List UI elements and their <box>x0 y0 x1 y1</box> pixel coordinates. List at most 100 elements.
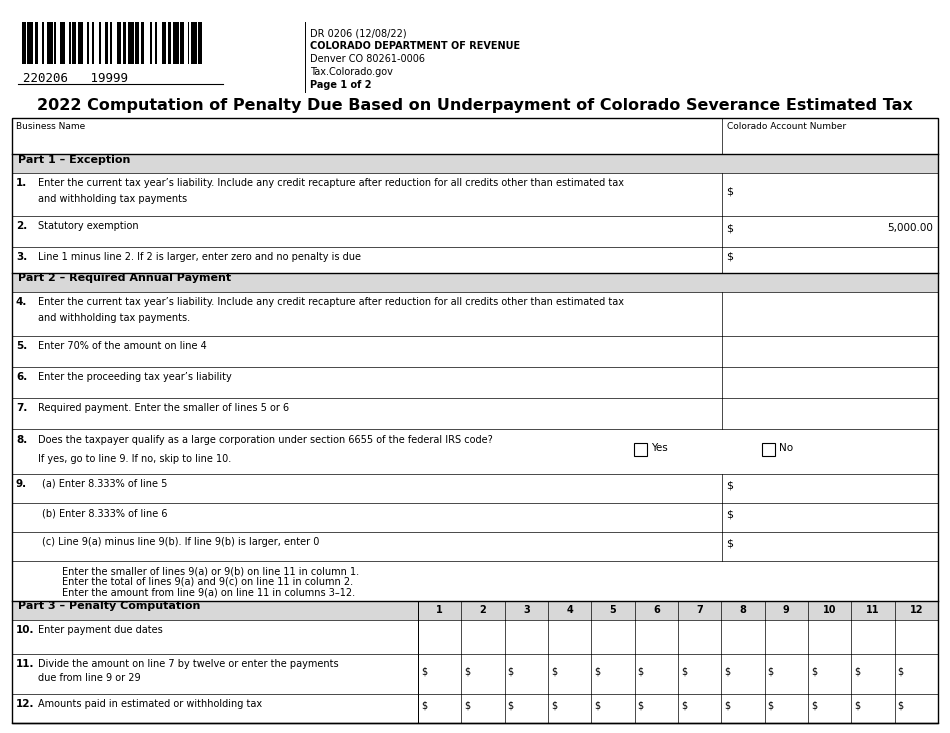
Text: 3.: 3. <box>16 252 28 262</box>
Text: $: $ <box>811 666 817 676</box>
Bar <box>34 22 38 64</box>
Bar <box>118 22 121 64</box>
Bar <box>162 22 166 64</box>
Text: Line 1 minus line 2. If 2 is larger, enter zero and no penalty is due: Line 1 minus line 2. If 2 is larger, ent… <box>38 252 361 262</box>
Text: Part 1 – Exception: Part 1 – Exception <box>18 155 130 164</box>
Text: $: $ <box>768 701 774 710</box>
Bar <box>136 22 139 64</box>
Text: 12: 12 <box>909 605 923 616</box>
Text: $: $ <box>724 666 731 676</box>
Bar <box>92 22 94 64</box>
Text: 2022 Computation of Penalty Due Based on Underpayment of Colorado Severance Esti: 2022 Computation of Penalty Due Based on… <box>37 98 913 113</box>
Text: 6: 6 <box>653 605 659 616</box>
Text: 10.: 10. <box>16 625 34 635</box>
Text: $: $ <box>681 701 687 710</box>
Bar <box>191 22 197 64</box>
Text: $: $ <box>465 666 470 676</box>
Text: $: $ <box>726 480 733 490</box>
Text: $: $ <box>507 701 514 710</box>
Text: Part 2 – Required Annual Payment: Part 2 – Required Annual Payment <box>18 273 231 283</box>
Text: 7: 7 <box>696 605 703 616</box>
Text: Tax.Colorado.gov: Tax.Colorado.gov <box>310 67 393 77</box>
Bar <box>12 273 938 292</box>
Bar <box>173 22 179 64</box>
Text: Page 1 of 2: Page 1 of 2 <box>310 80 371 90</box>
Text: $: $ <box>811 701 817 710</box>
Bar <box>762 443 775 456</box>
Text: $: $ <box>421 666 428 676</box>
Text: $: $ <box>637 701 644 710</box>
Text: $: $ <box>898 701 903 710</box>
Text: $: $ <box>726 224 733 233</box>
Bar <box>100 22 102 64</box>
Text: $: $ <box>768 666 774 676</box>
Text: 3: 3 <box>522 605 530 616</box>
Bar <box>634 443 647 456</box>
Bar <box>12 601 938 620</box>
Bar <box>141 22 144 64</box>
Bar <box>48 22 52 64</box>
Text: 4.: 4. <box>16 297 28 306</box>
Text: 10: 10 <box>823 605 836 616</box>
Text: 2.: 2. <box>16 221 28 231</box>
Text: 2: 2 <box>480 605 486 616</box>
Bar <box>42 22 44 64</box>
Text: 5,000.00: 5,000.00 <box>887 224 933 233</box>
Text: and withholding tax payments: and withholding tax payments <box>38 194 187 204</box>
Text: $: $ <box>854 701 861 710</box>
Text: 5: 5 <box>610 605 617 616</box>
Text: due from line 9 or 29: due from line 9 or 29 <box>38 673 141 683</box>
Text: Denver CO 80261-0006: Denver CO 80261-0006 <box>310 54 425 64</box>
Bar <box>150 22 152 64</box>
Text: (c) Line 9(a) minus line 9(b). If line 9(b) is larger, enter 0: (c) Line 9(a) minus line 9(b). If line 9… <box>42 537 319 548</box>
Text: $: $ <box>726 509 733 520</box>
Text: Enter the total of lines 9(a) and 9(c) on line 11 in column 2.: Enter the total of lines 9(a) and 9(c) o… <box>62 577 353 587</box>
Text: $: $ <box>595 666 600 676</box>
Text: 8.: 8. <box>16 435 28 445</box>
Text: Enter the proceeding tax year’s liability: Enter the proceeding tax year’s liabilit… <box>38 372 232 382</box>
Text: $: $ <box>421 701 428 710</box>
Text: 1.: 1. <box>16 178 28 188</box>
Bar <box>168 22 171 64</box>
Bar <box>12 118 938 723</box>
Text: Enter payment due dates: Enter payment due dates <box>38 625 162 635</box>
Text: $: $ <box>551 666 557 676</box>
Text: Statutory exemption: Statutory exemption <box>38 221 139 231</box>
Text: $: $ <box>726 252 733 262</box>
Bar <box>187 22 189 64</box>
Text: DR 0206 (12/08/22): DR 0206 (12/08/22) <box>310 28 407 38</box>
Text: (b) Enter 8.333% of line 6: (b) Enter 8.333% of line 6 <box>42 508 167 518</box>
Bar <box>68 22 70 64</box>
Text: Enter the current tax year’s liability. Include any credit recapture after reduc: Enter the current tax year’s liability. … <box>38 297 624 306</box>
Text: 220206   19999: 220206 19999 <box>23 72 128 85</box>
Bar <box>12 154 938 173</box>
Text: Amounts paid in estimated or withholding tax: Amounts paid in estimated or withholding… <box>38 699 262 709</box>
Text: Colorado Account Number: Colorado Account Number <box>727 122 846 131</box>
Bar <box>123 22 126 64</box>
Bar <box>128 22 134 64</box>
Text: COLORADO DEPARTMENT OF REVENUE: COLORADO DEPARTMENT OF REVENUE <box>310 41 521 51</box>
Bar <box>155 22 157 64</box>
Text: Yes: Yes <box>651 443 668 454</box>
Text: 11: 11 <box>866 605 880 616</box>
Text: If yes, go to line 9. If no, skip to line 10.: If yes, go to line 9. If no, skip to lin… <box>38 454 231 464</box>
Text: $: $ <box>726 186 733 196</box>
Text: Part 3 – Penalty Computation: Part 3 – Penalty Computation <box>18 601 200 611</box>
Text: $: $ <box>637 666 644 676</box>
Text: 1: 1 <box>436 605 443 616</box>
Bar <box>199 22 202 64</box>
Text: $: $ <box>854 666 861 676</box>
Text: Enter the smaller of lines 9(a) or 9(b) on line 11 in column 1.: Enter the smaller of lines 9(a) or 9(b) … <box>62 567 359 576</box>
Text: $: $ <box>726 539 733 549</box>
Text: Required payment. Enter the smaller of lines 5 or 6: Required payment. Enter the smaller of l… <box>38 403 289 413</box>
Bar <box>78 22 84 64</box>
Text: Enter 70% of the amount on line 4: Enter 70% of the amount on line 4 <box>38 342 207 351</box>
Text: 6.: 6. <box>16 372 28 382</box>
Text: Business Name: Business Name <box>16 122 86 131</box>
Text: 7.: 7. <box>16 403 28 413</box>
Bar <box>28 22 33 64</box>
Bar <box>60 22 66 64</box>
Text: Enter the current tax year’s liability. Include any credit recapture after reduc: Enter the current tax year’s liability. … <box>38 178 624 188</box>
Bar <box>104 22 108 64</box>
Text: $: $ <box>507 666 514 676</box>
